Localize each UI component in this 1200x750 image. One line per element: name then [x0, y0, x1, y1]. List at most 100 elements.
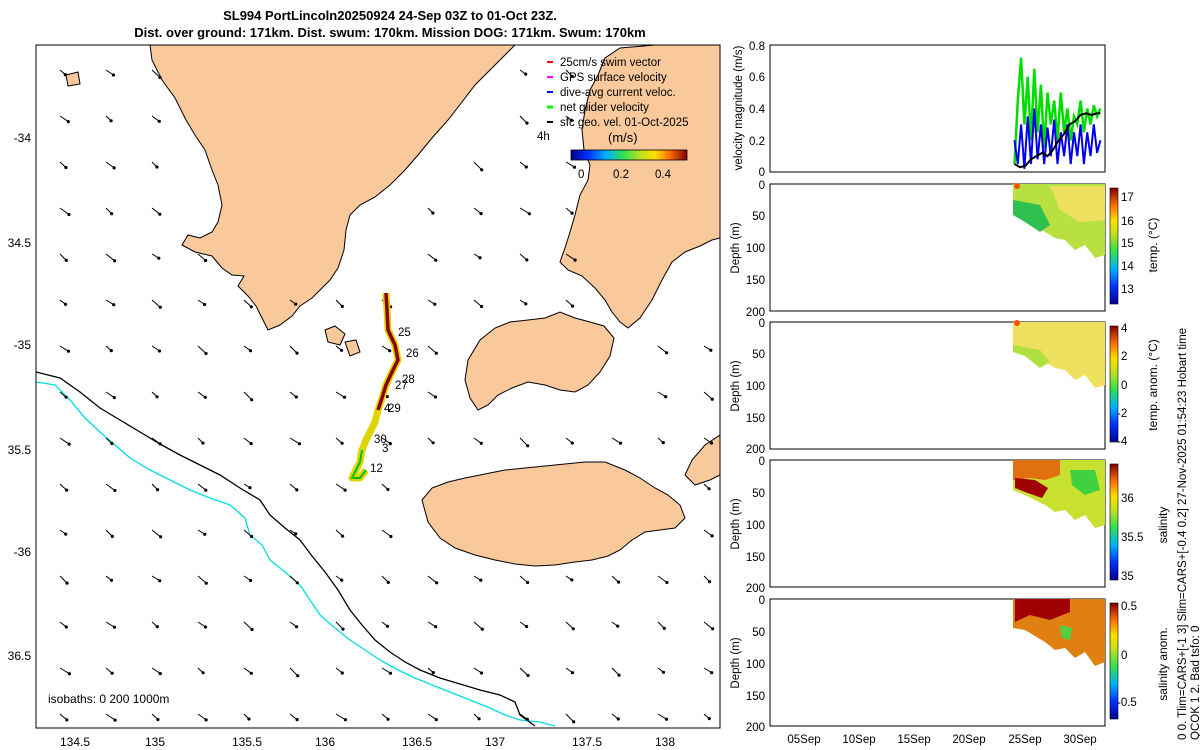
current-vector [59, 207, 70, 215]
current-vector-head [67, 212, 71, 217]
map-x-tick: 137 [485, 735, 505, 749]
salinity-anom-section-low [1060, 625, 1072, 640]
current-vector-head [525, 624, 529, 629]
date-tick: 20Sep [952, 734, 985, 746]
day-label: 29 [388, 403, 401, 415]
land-fleurieu [684, 434, 720, 486]
salinity-colorbar [1109, 463, 1119, 581]
current-vector-head [616, 717, 620, 721]
current-vector [197, 345, 207, 354]
salinity-cbar-label: salinity [1156, 507, 1170, 544]
map-x-tick: 135 [145, 735, 165, 749]
current-vector-head [572, 720, 576, 724]
current-vector-head [435, 581, 439, 585]
current-vector [381, 667, 391, 674]
current-vector-head [247, 717, 251, 721]
current-vector-head [65, 718, 69, 722]
current-vector-head [340, 304, 344, 308]
map-y-tick: 34.5 [8, 236, 32, 250]
current-vector [289, 437, 300, 445]
map-y-tick: -36 [14, 545, 32, 559]
current-vector-head [662, 626, 666, 631]
current-vector-head [661, 670, 666, 674]
legend-label-swim: 25cm/s swim vector [560, 57, 661, 69]
current-vector-head [204, 718, 208, 722]
current-vector [59, 575, 68, 584]
current-vector-head [295, 351, 299, 355]
current-vector-head [710, 534, 714, 538]
isobaths-label: isobaths: 0 200 1000m [48, 692, 169, 706]
depth-tick: 0 [759, 595, 765, 607]
current-vector-head [570, 441, 574, 445]
current-vector-head [110, 212, 114, 216]
current-vector-head [64, 258, 68, 262]
temp-anom-cbar-tick: 0 [1121, 380, 1127, 392]
depth-tick: 100 [746, 659, 765, 671]
current-vector-head [294, 532, 298, 536]
current-vector-head [341, 534, 345, 538]
current-vector [703, 621, 713, 630]
temp-cbar-tick: 15 [1121, 238, 1134, 250]
colorbar-tick: 0.2 [613, 169, 629, 181]
map-y-tick: 35.5 [8, 443, 32, 457]
day-label: 27 [395, 380, 408, 392]
depth-tick: 200 [746, 307, 765, 319]
salinity-anom-cbar-ticks: 0.5 0 -0.5 [1117, 601, 1137, 709]
current-vector-head [616, 624, 620, 628]
current-vector-head [204, 488, 208, 492]
figure-title-line1: SL994 PortLincoln20250924 24-Sep 03Z to … [223, 8, 557, 23]
current-vector-field [59, 69, 715, 724]
temp-colorbar [1109, 187, 1119, 305]
current-vector [59, 437, 70, 445]
current-vector-head [155, 395, 159, 399]
current-vector-head [157, 119, 161, 123]
current-vector [243, 621, 253, 630]
current-vector-head [526, 580, 530, 585]
current-vector-head [526, 673, 530, 678]
current-vector-head [248, 349, 253, 353]
current-vector-head [477, 717, 481, 721]
current-vector [519, 115, 528, 124]
salinity-anom-cbar-label: salinity anom. [1156, 627, 1170, 700]
current-vector-head [110, 671, 114, 675]
current-vector [427, 575, 437, 584]
current-vector-head [386, 487, 390, 492]
current-vector-head [431, 441, 435, 445]
map-x-tick: 135.5 [232, 735, 262, 749]
current-vector-head [63, 302, 68, 306]
temp-anom-y-ticks: 0 50 100 150 200 [746, 318, 765, 456]
current-vector-head [386, 717, 390, 721]
current-vector-head [111, 73, 116, 77]
current-vector-head [204, 581, 208, 585]
current-vector [151, 69, 161, 78]
current-vector-head [479, 212, 483, 216]
current-vector-head [385, 395, 389, 399]
vel-y-tick: 0.8 [749, 41, 765, 53]
colorbar-title: (m/s) [608, 130, 638, 145]
current-vector [151, 667, 161, 675]
temp-cbar-ticks: 17 16 15 14 13 [1121, 192, 1134, 296]
current-vector [657, 575, 668, 583]
figure-title-line2: Dist. over ground: 171km. Dist. swum: 17… [134, 25, 646, 40]
legend-time-label: 4h [537, 131, 550, 143]
temp-anom-surface-point [1014, 320, 1020, 326]
current-vector-head [66, 120, 70, 124]
depth-tick: 50 [752, 349, 765, 361]
current-vector-head [158, 75, 162, 80]
current-vector-head [661, 441, 665, 445]
current-vector-head [434, 718, 438, 722]
current-vector-head [710, 671, 714, 675]
depth-tick: 200 [746, 722, 765, 734]
current-vector-head [709, 441, 714, 445]
depth-tick: 0 [759, 318, 765, 330]
current-vector-head [478, 256, 482, 260]
map-y-tick: 36.5 [8, 649, 32, 663]
current-vector [197, 253, 206, 261]
current-vector-head [204, 351, 208, 356]
depth-tick: 150 [746, 552, 765, 564]
depth-tick: 150 [746, 275, 765, 287]
current-vector-head [203, 302, 207, 307]
current-vector-head [618, 441, 623, 445]
current-vector [657, 345, 667, 354]
current-vector-head [110, 441, 114, 446]
